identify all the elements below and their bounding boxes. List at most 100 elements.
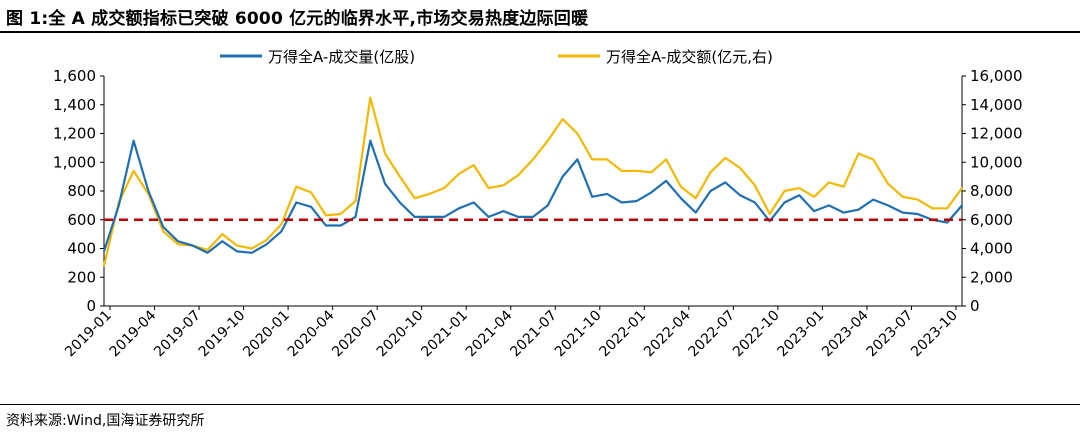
- left-y-tick-label: 400: [67, 240, 96, 258]
- right-y-ticks: 0 2,000 4,000 6,000 8,000 10,000 12,000 14,000 1…: [962, 67, 1023, 315]
- data-point-turnover: [768, 213, 771, 215]
- data-point-volume: [916, 213, 919, 215]
- data-point-volume: [369, 139, 372, 142]
- data-point-turnover: [650, 171, 653, 174]
- data-point-turnover: [783, 190, 786, 192]
- data-point-volume: [280, 230, 283, 233]
- data-point-turnover: [591, 158, 594, 161]
- data-point-volume: [591, 195, 594, 198]
- data-point-turnover: [472, 164, 475, 167]
- data-point-turnover: [413, 197, 416, 200]
- data-point-volume: [354, 216, 357, 218]
- right-y-tick-label: 16,000: [970, 67, 1023, 85]
- right-y-tick-label: 14,000: [970, 96, 1023, 114]
- left-y-ticks: 0 200 400 600 800 1,000 1,200 1,400 1,600: [53, 67, 104, 315]
- right-y-tick-label: 4,000: [970, 240, 1013, 258]
- data-point-turnover: [532, 158, 534, 161]
- x-tick-label: 2019-10: [196, 308, 249, 361]
- data-point-turnover: [901, 195, 904, 198]
- data-point-volume: [798, 194, 801, 197]
- data-point-turnover: [177, 243, 179, 246]
- x-tick-label: 2023-04: [819, 307, 872, 360]
- data-point-volume: [206, 251, 209, 254]
- data-point-turnover: [487, 187, 490, 190]
- right-y-tick-label: 0: [970, 297, 980, 315]
- legend-label-volume: 万得全A-成交量(亿股): [268, 48, 415, 66]
- data-point-turnover: [399, 175, 401, 178]
- x-tick-label: 2020-07: [329, 308, 382, 361]
- data-point-turnover: [103, 264, 105, 267]
- data-point-turnover: [339, 213, 342, 215]
- data-point-volume: [561, 175, 564, 178]
- data-point-turnover: [221, 233, 224, 236]
- data-point-volume: [842, 211, 845, 214]
- x-tick-label: 2021-04: [463, 307, 516, 360]
- data-point-volume: [458, 207, 460, 210]
- x-tick-label: 2021-01: [418, 308, 471, 361]
- data-point-turnover: [739, 167, 741, 169]
- data-point-volume: [724, 181, 727, 184]
- data-point-volume: [650, 191, 653, 194]
- data-point-turnover: [694, 197, 697, 200]
- data-point-turnover: [931, 207, 934, 210]
- data-point-volume: [487, 216, 490, 218]
- legend: 万得全A-成交量(亿股) 万得全A-成交额(亿元,右): [220, 48, 773, 66]
- data-point-turnover: [384, 152, 386, 155]
- data-point-volume: [828, 204, 830, 207]
- series-line-volume: [102, 139, 963, 254]
- data-point-volume: [162, 226, 165, 228]
- x-tick-label: 2022-04: [641, 307, 694, 360]
- data-point-volume: [901, 211, 904, 214]
- x-tick-label: 2022-07: [686, 308, 739, 361]
- data-point-turnover: [280, 223, 283, 226]
- data-point-volume: [236, 250, 239, 253]
- left-y-tick-label: 200: [67, 268, 96, 286]
- data-point-volume: [606, 193, 608, 195]
- data-point-volume: [132, 139, 135, 142]
- right-y-tick-label: 2,000: [970, 268, 1013, 286]
- data-point-volume: [620, 201, 623, 204]
- data-point-turnover: [443, 187, 446, 190]
- data-point-volume: [946, 221, 949, 224]
- data-point-turnover: [561, 118, 564, 120]
- data-point-turnover: [872, 158, 875, 161]
- data-point-volume: [177, 240, 179, 243]
- data-point-turnover: [354, 200, 357, 203]
- data-point-turnover: [754, 184, 756, 187]
- data-point-volume: [576, 158, 579, 161]
- data-point-turnover: [665, 158, 667, 161]
- data-point-volume: [295, 201, 298, 204]
- series-line-turnover: [102, 96, 963, 267]
- x-tick-label: 2020-01: [240, 308, 293, 361]
- x-tick-label: 2022-01: [596, 308, 649, 361]
- data-point-volume: [532, 216, 534, 218]
- data-point-turnover: [576, 132, 579, 135]
- data-point-volume: [147, 190, 150, 192]
- data-point-volume: [191, 244, 194, 247]
- data-point-turnover: [502, 184, 505, 187]
- data-point-volume: [872, 198, 875, 201]
- data-point-volume: [961, 204, 963, 207]
- data-point-volume: [694, 211, 697, 214]
- x-tick-label: 2020-04: [285, 307, 338, 360]
- data-point-turnover: [961, 187, 963, 190]
- figure-title: 图 1:全 A 成交额指标已突破 6000 亿元的临界水平,市场交易热度边际回暖: [6, 9, 589, 29]
- data-point-volume: [103, 250, 105, 253]
- left-y-tick-label: 0: [86, 297, 96, 315]
- left-y-tick-label: 1,400: [53, 96, 96, 114]
- data-point-turnover: [236, 244, 239, 247]
- data-point-turnover: [251, 247, 253, 250]
- data-point-turnover: [310, 191, 312, 194]
- data-point-turnover: [295, 185, 298, 188]
- data-point-turnover: [798, 187, 801, 190]
- left-y-tick-label: 1,000: [53, 153, 96, 171]
- data-point-volume: [221, 240, 224, 243]
- data-point-turnover: [620, 170, 623, 172]
- data-point-volume: [502, 210, 505, 213]
- source-note: 资料来源:Wind,国海证券研究所: [6, 413, 205, 429]
- data-point-volume: [472, 201, 475, 204]
- left-y-tick-label: 600: [67, 211, 96, 229]
- data-point-volume: [709, 190, 712, 192]
- data-point-turnover: [325, 214, 327, 217]
- data-point-turnover: [635, 170, 638, 172]
